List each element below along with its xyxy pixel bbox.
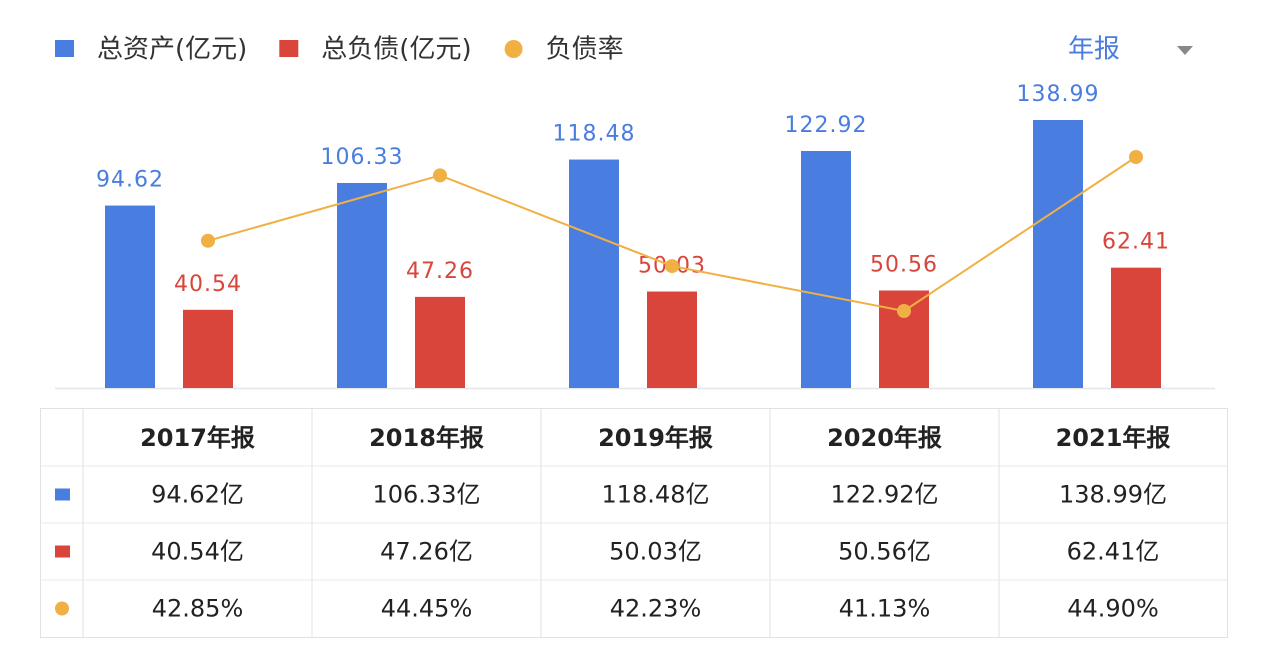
- line-point: [201, 233, 215, 248]
- data-label: 40.54: [174, 272, 242, 297]
- table-cell: 40.54亿: [151, 538, 244, 566]
- table-header: 2019年报: [598, 424, 713, 452]
- dropdown-caret[interactable]: [1177, 46, 1193, 55]
- row-swatch: [55, 545, 70, 558]
- data-label: 138.99: [1017, 82, 1100, 107]
- legend-swatch: [504, 40, 523, 58]
- data-label: 50.56: [870, 253, 938, 278]
- legend-swatch: [55, 40, 74, 57]
- table-cell: 138.99亿: [1059, 481, 1167, 509]
- data-label: 106.33: [321, 145, 404, 170]
- legend-label: 总资产(亿元): [97, 35, 247, 65]
- bar: [183, 309, 233, 388]
- line-point: [897, 304, 911, 318]
- bar: [801, 150, 851, 388]
- line-point: [665, 259, 679, 274]
- table-header: 2018年报: [369, 424, 484, 452]
- table-cell: 44.45%: [381, 595, 473, 623]
- data-label: 62.41: [1102, 230, 1170, 255]
- line-point: [1129, 150, 1143, 164]
- table-cell: 106.33亿: [373, 481, 481, 509]
- table-header: 2021年报: [1056, 424, 1171, 452]
- bar: [337, 182, 387, 388]
- data-label: 118.48: [553, 122, 636, 147]
- table-header: 2017年报: [140, 424, 255, 452]
- data-label: 94.62: [96, 168, 164, 193]
- bar: [105, 205, 155, 388]
- bar: [1111, 267, 1161, 388]
- legend-label: 负债率: [546, 35, 624, 65]
- data-label: 122.92: [785, 113, 868, 138]
- table-cell: 94.62亿: [151, 481, 244, 509]
- table-header: 2020年报: [827, 424, 942, 452]
- line-point: [433, 168, 447, 183]
- bar: [647, 291, 697, 388]
- table-cell: 62.41亿: [1067, 538, 1160, 566]
- table-cell: 118.48亿: [602, 481, 710, 509]
- table-cell: 41.13%: [839, 595, 931, 623]
- bar: [1033, 120, 1083, 388]
- legend-label: 总负债(亿元): [321, 35, 471, 65]
- table-cell: 42.85%: [152, 595, 244, 623]
- table-cell: 122.92亿: [831, 481, 939, 509]
- legend-swatch: [279, 40, 299, 57]
- row-swatch: [55, 488, 70, 501]
- table-cell: 44.90%: [1067, 595, 1159, 623]
- row-swatch: [55, 601, 69, 616]
- period-selector[interactable]: 年报: [1068, 35, 1120, 65]
- data-label: 47.26: [406, 259, 474, 284]
- bar: [415, 296, 465, 388]
- table-cell: 50.03亿: [609, 538, 702, 566]
- table-cell: 42.23%: [610, 595, 702, 623]
- table-cell: 47.26亿: [380, 538, 473, 566]
- table-cell: 50.56亿: [838, 538, 931, 566]
- bar: [569, 159, 619, 388]
